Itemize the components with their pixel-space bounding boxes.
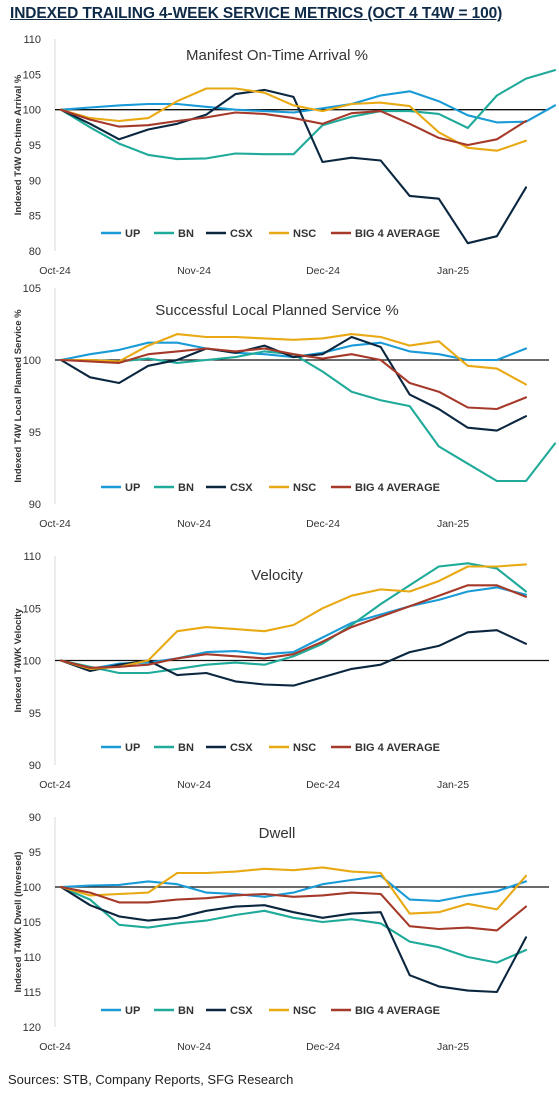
x-tick-label: Nov-24 bbox=[177, 1041, 211, 1053]
legend-label: NSC bbox=[293, 742, 316, 754]
y-tick-label: 105 bbox=[23, 603, 41, 615]
y-tick-label: 100 bbox=[23, 882, 41, 894]
series-line-nsc bbox=[59, 333, 528, 386]
y-tick-label: 110 bbox=[23, 34, 41, 46]
series-line-big-4-average bbox=[59, 108, 528, 147]
source-note: Sources: STB, Company Reports, SFG Resea… bbox=[8, 1072, 294, 1087]
legend-label: BIG 4 AVERAGE bbox=[355, 482, 440, 494]
legend-label: BN bbox=[178, 1005, 194, 1017]
x-tick-label: Nov-24 bbox=[177, 265, 211, 277]
y-tick-label: 90 bbox=[29, 175, 41, 187]
y-tick-label: 100 bbox=[23, 105, 41, 117]
series-line-up bbox=[59, 90, 557, 124]
y-tick-label: 105 bbox=[23, 69, 41, 81]
series-line-nsc bbox=[59, 87, 528, 152]
x-tick-label: Oct-24 bbox=[39, 265, 71, 277]
x-tick-label: Oct-24 bbox=[39, 1041, 71, 1053]
legend-label: CSX bbox=[230, 1005, 253, 1017]
legend-label: CSX bbox=[230, 742, 253, 754]
y-tick-label: 85 bbox=[29, 211, 41, 223]
x-tick-label: Nov-24 bbox=[177, 779, 211, 791]
y-axis-title: Indexed T4W Local Planned Service % bbox=[13, 309, 24, 483]
series-line-big-4-average bbox=[59, 584, 528, 669]
legend-label: BN bbox=[178, 742, 194, 754]
legend-label: UP bbox=[125, 228, 140, 240]
y-tick-label: 90 bbox=[29, 760, 41, 772]
x-tick-label: Dec-24 bbox=[306, 1041, 340, 1053]
y-tick-label: 95 bbox=[29, 427, 41, 439]
y-axis-title: Indexed T4WK Velocity bbox=[13, 608, 24, 713]
legend-label: BIG 4 AVERAGE bbox=[355, 742, 440, 754]
legend-label: UP bbox=[125, 1005, 140, 1017]
y-tick-label: 90 bbox=[29, 499, 41, 511]
y-tick-label: 100 bbox=[23, 355, 41, 367]
series-line-csx bbox=[59, 335, 528, 432]
y-tick-label: 105 bbox=[23, 917, 41, 929]
x-tick-label: Nov-24 bbox=[177, 518, 211, 530]
y-tick-label: 100 bbox=[23, 656, 41, 668]
series-line-csx bbox=[59, 885, 528, 994]
legend-label: NSC bbox=[293, 482, 316, 494]
legend-label: CSX bbox=[230, 228, 253, 240]
legend-label: BIG 4 AVERAGE bbox=[355, 228, 440, 240]
series-line-csx bbox=[59, 629, 528, 687]
x-tick-label: Dec-24 bbox=[306, 265, 340, 277]
x-tick-label: Jan-25 bbox=[437, 518, 469, 530]
legend-label: NSC bbox=[293, 1005, 316, 1017]
chart-panel-dwell: 90 95 100 105 110 115 120 Indexed T4WK Dwell (I… bbox=[13, 812, 549, 1053]
series-line-bn bbox=[59, 885, 528, 964]
y-tick-label: 90 bbox=[29, 812, 41, 824]
y-tick-label: 105 bbox=[23, 283, 41, 295]
x-tick-label: Dec-24 bbox=[306, 779, 340, 791]
x-tick-label: Oct-24 bbox=[39, 518, 71, 530]
chart-panel-local-service: 90 95 100 105 Indexed T4W Local Planned Serv… bbox=[13, 283, 557, 530]
legend-label: NSC bbox=[293, 228, 316, 240]
legend-label: CSX bbox=[230, 482, 253, 494]
series-line-bn bbox=[59, 350, 557, 483]
legend-label: UP bbox=[125, 482, 140, 494]
chart-title: Manifest On-Time Arrival % bbox=[186, 47, 368, 64]
chart-title: Dwell bbox=[259, 825, 296, 842]
x-tick-label: Jan-25 bbox=[437, 265, 469, 277]
y-tick-label: 110 bbox=[23, 952, 41, 964]
y-tick-label: 95 bbox=[29, 847, 41, 859]
y-tick-label: 110 bbox=[23, 551, 41, 563]
y-tick-label: 95 bbox=[29, 708, 41, 720]
y-axis-title: Indexed T4WK Dwell (Inversed) bbox=[13, 852, 24, 993]
legend-label: BIG 4 AVERAGE bbox=[355, 1005, 440, 1017]
chart-title: Velocity bbox=[251, 567, 303, 584]
series-line-bn bbox=[59, 562, 528, 675]
series-line-bn bbox=[59, 69, 557, 161]
chart-panel-velocity: 90 95 100 105 110 Indexed T4WK Velocity Oct-24… bbox=[13, 551, 549, 791]
legend-label: BN bbox=[178, 482, 194, 494]
series-line-nsc bbox=[59, 866, 528, 915]
legend-label: UP bbox=[125, 742, 140, 754]
x-tick-label: Dec-24 bbox=[306, 518, 340, 530]
y-tick-label: 80 bbox=[29, 246, 41, 258]
y-tick-label: 115 bbox=[23, 987, 41, 999]
series-line-up bbox=[59, 874, 528, 903]
page-title: INDEXED TRAILING 4-WEEK SERVICE METRICS … bbox=[10, 5, 503, 22]
chart-title: Successful Local Planned Service % bbox=[155, 302, 398, 319]
x-tick-label: Jan-25 bbox=[437, 1041, 469, 1053]
series-line-big-4-average bbox=[59, 885, 528, 932]
series-line-nsc bbox=[59, 563, 528, 670]
y-tick-label: 95 bbox=[29, 140, 41, 152]
x-tick-label: Jan-25 bbox=[437, 779, 469, 791]
series-line-big-4-average bbox=[59, 347, 528, 411]
legend-label: BN bbox=[178, 228, 194, 240]
x-tick-label: Oct-24 bbox=[39, 779, 71, 791]
chart-panel-ontime: 80 85 90 95 100 105 110 Indexed T4W On-time Arr… bbox=[13, 34, 557, 277]
y-axis-title: Indexed T4W On-time Arrival % bbox=[13, 74, 24, 215]
series-line-csx bbox=[59, 88, 528, 245]
y-tick-label: 120 bbox=[23, 1022, 41, 1034]
